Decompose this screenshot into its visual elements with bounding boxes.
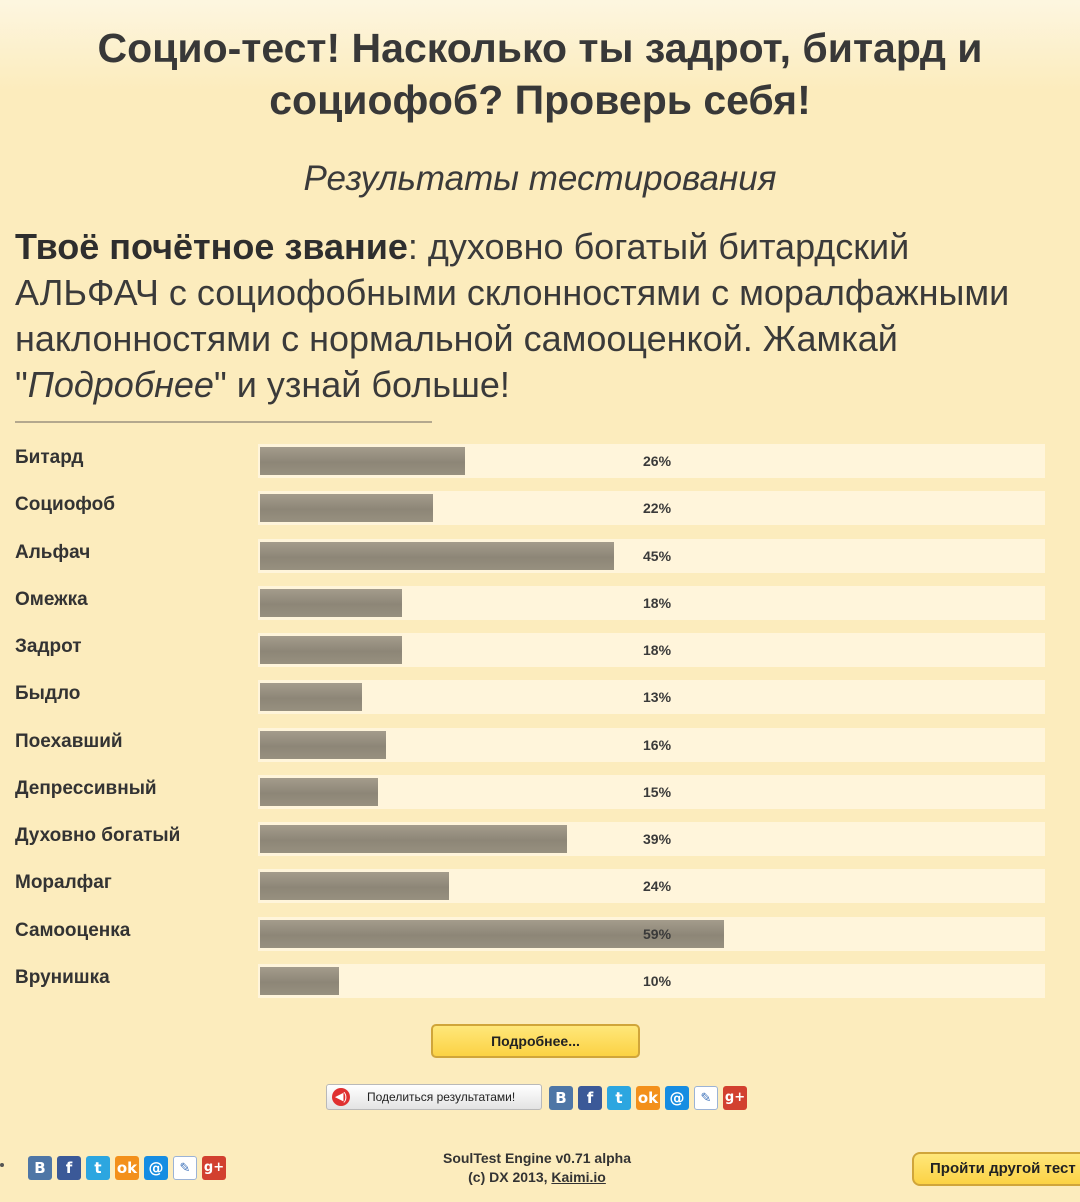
divider bbox=[15, 421, 432, 423]
scale-percent: 24% bbox=[643, 878, 672, 895]
scale-track: 18% bbox=[258, 633, 1045, 667]
scale-label: Битард bbox=[15, 447, 84, 468]
copyright-text: (c) DX 2013, bbox=[468, 1169, 552, 1185]
vk-icon[interactable]: B bbox=[549, 1086, 573, 1110]
scale-bar bbox=[260, 494, 433, 523]
scale-label: Альфач bbox=[15, 541, 91, 563]
other-test-button[interactable]: Пройти другой тест bbox=[912, 1152, 1080, 1186]
more-button[interactable]: Подробнее... bbox=[431, 1024, 640, 1058]
scale-bar bbox=[260, 588, 402, 617]
scale-label: Быдло bbox=[15, 683, 81, 705]
scale-row: Омежка 18% bbox=[0, 585, 1080, 620]
scale-track: 59% bbox=[258, 916, 1045, 951]
scale-label: Омежка bbox=[15, 588, 88, 610]
scale-bar bbox=[260, 447, 465, 475]
scale-bar bbox=[260, 966, 339, 995]
page-title-line2: социофоб? Проверь себя! bbox=[269, 77, 811, 123]
scale-row: Депрессивный 15% bbox=[0, 774, 1080, 809]
scale-track: 26% bbox=[258, 444, 1045, 478]
scale-label: Духовно богатый bbox=[15, 825, 181, 846]
scale-label: Поехавший bbox=[15, 730, 123, 752]
scale-percent: 10% bbox=[643, 972, 672, 989]
odnoklassniki-icon[interactable]: ok bbox=[115, 1156, 139, 1180]
scale-row: Врунишка 10% bbox=[0, 963, 1080, 998]
scale-track: 13% bbox=[258, 680, 1045, 715]
result-description: Твоё почётное звание: духовно богатый би… bbox=[15, 224, 1055, 408]
scale-percent: 18% bbox=[643, 642, 672, 658]
scale-row: Социофоб 22% bbox=[0, 491, 1080, 526]
scale-label: Моралфаг bbox=[15, 872, 112, 894]
scale-bar bbox=[260, 872, 449, 901]
twitter-icon[interactable]: t bbox=[86, 1156, 110, 1180]
bullet-dot bbox=[0, 1163, 4, 1167]
results-subtitle: Результаты тестирования bbox=[303, 159, 777, 198]
result-text-part2: " и узнай больше! bbox=[213, 364, 510, 405]
scale-row: Самооценка 59% bbox=[0, 916, 1080, 951]
scale-row: Задрот 18% bbox=[0, 633, 1080, 667]
speaker-icon: ◀) bbox=[332, 1088, 350, 1106]
page-title-line1: Социо-тест! Насколько ты задрот, битард … bbox=[97, 25, 983, 71]
scale-bar bbox=[260, 683, 362, 712]
scale-bar bbox=[260, 541, 614, 570]
mailru-icon[interactable]: @ bbox=[665, 1086, 689, 1110]
page-title: Социо-тест! Насколько ты задрот, битард … bbox=[0, 22, 1080, 126]
twitter-icon[interactable]: t bbox=[607, 1086, 631, 1110]
googleplus-icon[interactable]: g+ bbox=[723, 1086, 747, 1110]
scale-row: Битард 26% bbox=[0, 444, 1080, 478]
share-button[interactable]: ◀) Поделиться результатами! bbox=[326, 1084, 542, 1110]
scale-label: Социофоб bbox=[15, 494, 116, 516]
scale-label: Врунишка bbox=[15, 966, 110, 988]
scale-row: Моралфаг 24% bbox=[0, 869, 1080, 904]
scale-bar bbox=[260, 636, 402, 664]
copyright: (c) DX 2013, Kaimi.io bbox=[0, 1168, 1074, 1187]
scale-bar bbox=[260, 825, 567, 853]
engine-version: SoulTest Engine v0.71 alpha bbox=[442, 1150, 631, 1166]
scale-percent: 22% bbox=[643, 500, 672, 517]
result-text-part1: : духовно богатый битардский АЛЬФАЧ с со… bbox=[15, 226, 1010, 405]
scale-percent: 59% bbox=[643, 925, 672, 942]
scale-track: 39% bbox=[258, 822, 1045, 856]
facebook-icon[interactable]: f bbox=[578, 1086, 602, 1110]
share-button-label: Поделиться результатами! bbox=[367, 1090, 516, 1104]
scale-label: Задрот bbox=[15, 636, 82, 657]
googleplus-icon[interactable]: g+ bbox=[202, 1156, 226, 1180]
scale-track: 24% bbox=[258, 869, 1045, 904]
scale-percent: 45% bbox=[643, 547, 672, 564]
scale-row: Альфач 45% bbox=[0, 538, 1080, 573]
footer: SoulTest Engine v0.71 alpha (c) DX 2013,… bbox=[0, 1149, 1074, 1187]
scale-row: Духовно богатый 39% bbox=[0, 822, 1080, 856]
scale-bar bbox=[260, 730, 386, 759]
scale-track: 10% bbox=[258, 963, 1045, 998]
scale-percent: 13% bbox=[643, 689, 672, 706]
scale-track: 18% bbox=[258, 585, 1045, 620]
mailru-icon[interactable]: @ bbox=[144, 1156, 168, 1180]
scale-bar bbox=[260, 777, 378, 806]
scale-label: Депрессивный bbox=[15, 777, 157, 799]
scale-track: 22% bbox=[258, 491, 1045, 526]
scale-percent: 26% bbox=[643, 453, 672, 469]
facebook-icon[interactable]: f bbox=[57, 1156, 81, 1180]
livejournal-icon[interactable]: ✎ bbox=[694, 1086, 718, 1110]
scale-percent: 39% bbox=[643, 831, 672, 847]
result-emphasis: Подробнее bbox=[27, 364, 214, 405]
scale-track: 16% bbox=[258, 727, 1045, 762]
kaimi-link[interactable]: Kaimi.io bbox=[551, 1169, 606, 1185]
odnoklassniki-icon[interactable]: ok bbox=[636, 1086, 660, 1110]
scale-track: 45% bbox=[258, 538, 1045, 573]
scale-row: Поехавший 16% bbox=[0, 727, 1080, 762]
scale-row: Быдло 13% bbox=[0, 680, 1080, 715]
vk-icon[interactable]: B bbox=[28, 1156, 52, 1180]
scale-track: 15% bbox=[258, 774, 1045, 809]
scale-percent: 18% bbox=[643, 594, 672, 611]
scale-percent: 16% bbox=[643, 736, 672, 753]
scale-percent: 15% bbox=[643, 783, 672, 800]
scale-bar bbox=[260, 919, 724, 948]
livejournal-icon[interactable]: ✎ bbox=[173, 1156, 197, 1180]
scale-label: Самооценка bbox=[15, 919, 131, 941]
result-label: Твоё почётное звание bbox=[15, 226, 408, 267]
